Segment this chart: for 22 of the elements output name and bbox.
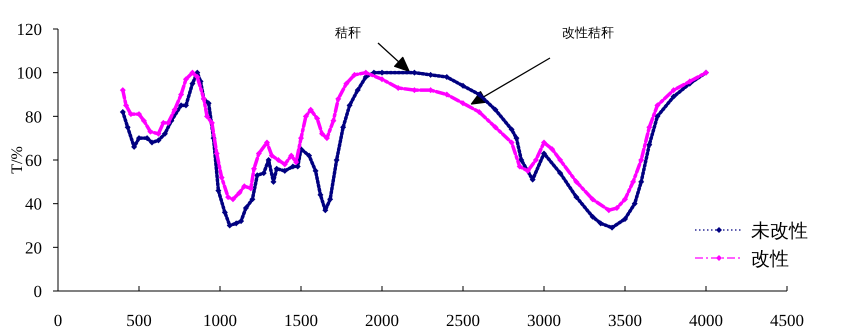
y-tick-label: 40: [25, 194, 42, 214]
x-tick-label: 4500: [770, 311, 804, 330]
x-tick-label: 4000: [689, 311, 723, 330]
x-tick-label: 2000: [365, 311, 399, 330]
y-tick-label: 100: [16, 64, 42, 83]
annotation: 改性秸秆: [562, 25, 614, 40]
x-tick-label: 3500: [608, 311, 642, 330]
y-tick-label: 80: [25, 107, 42, 126]
x-tick-label: 2500: [446, 311, 480, 330]
x-tick-label: 500: [126, 311, 152, 330]
x-tick-label: 3000: [527, 311, 561, 330]
x-tick-label: 0: [54, 311, 62, 330]
y-tick-label: 0: [34, 282, 42, 301]
y-tick-label: 120: [16, 20, 42, 39]
y-axis-title: T/%: [9, 146, 26, 174]
legend-label: 未改性: [751, 221, 808, 242]
y-tick-label: 20: [25, 238, 42, 258]
x-tick-label: 1500: [284, 311, 318, 330]
annotation: 秸秆: [335, 25, 361, 40]
x-tick-label: 1000: [203, 311, 237, 330]
legend-label: 改性: [751, 249, 789, 270]
y-tick-label: 60: [25, 151, 42, 170]
